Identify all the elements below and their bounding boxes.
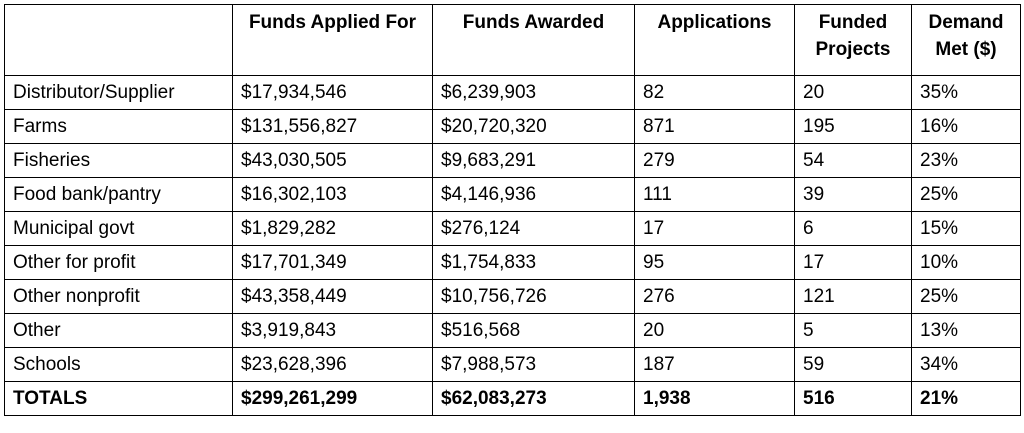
totals-cell-category: TOTALS: [4, 381, 233, 416]
cell-funds-applied-for: $43,030,505: [232, 143, 433, 178]
cell-funds-awarded: $10,756,726: [432, 279, 635, 314]
cell-category: Distributor/Supplier: [4, 75, 233, 110]
cell-applications: 17: [634, 211, 795, 246]
cell-funded-projects: 5: [794, 313, 912, 348]
cell-funds-applied-for: $17,701,349: [232, 245, 433, 280]
header-cell-funds-applied-for: Funds Applied For: [232, 4, 433, 76]
cell-category: Other: [4, 313, 233, 348]
cell-applications: 187: [634, 347, 795, 382]
cell-funded-projects: 195: [794, 109, 912, 144]
table-row: Municipal govt $1,829,282 $276,124 17 6 15%: [4, 211, 1021, 246]
cell-category: Farms: [4, 109, 233, 144]
cell-funds-awarded: $276,124: [432, 211, 635, 246]
table-row: Other for profit $17,701,349 $1,754,833 95 1…: [4, 245, 1021, 280]
cell-demand-met: 15%: [911, 211, 1021, 246]
cell-applications: 20: [634, 313, 795, 348]
cell-applications: 95: [634, 245, 795, 280]
cell-demand-met: 10%: [911, 245, 1021, 280]
header-cell-demand-met: Demand Met ($): [911, 4, 1021, 76]
cell-funds-applied-for: $17,934,546: [232, 75, 433, 110]
cell-demand-met: 16%: [911, 109, 1021, 144]
cell-applications: 279: [634, 143, 795, 178]
cell-applications: 276: [634, 279, 795, 314]
cell-applications: 82: [634, 75, 795, 110]
totals-cell-funds-awarded: $62,083,273: [432, 381, 635, 416]
header-cell-funded-projects: Funded Projects: [794, 4, 912, 76]
table-row: Schools $23,628,396 $7,988,573 187 59 34%: [4, 347, 1021, 382]
totals-cell-demand-met: 21%: [911, 381, 1021, 416]
cell-applications: 111: [634, 177, 795, 212]
totals-cell-funds-applied-for: $299,261,299: [232, 381, 433, 416]
cell-funded-projects: 6: [794, 211, 912, 246]
table-header: Funds Applied For Funds Awarded Applicat…: [4, 4, 1021, 76]
cell-funds-awarded: $516,568: [432, 313, 635, 348]
cell-category: Other nonprofit: [4, 279, 233, 314]
cell-demand-met: 25%: [911, 177, 1021, 212]
totals-cell-applications: 1,938: [634, 381, 795, 416]
cell-demand-met: 23%: [911, 143, 1021, 178]
header-cell-applications: Applications: [634, 4, 795, 76]
totals-cell-funded-projects: 516: [794, 381, 912, 416]
header-cell-category: [4, 4, 233, 76]
cell-funds-applied-for: $1,829,282: [232, 211, 433, 246]
cell-funds-awarded: $4,146,936: [432, 177, 635, 212]
cell-category: Fisheries: [4, 143, 233, 178]
cell-demand-met: 34%: [911, 347, 1021, 382]
table-row: Distributor/Supplier $17,934,546 $6,239,90…: [4, 75, 1021, 110]
cell-category: Municipal govt: [4, 211, 233, 246]
cell-funded-projects: 121: [794, 279, 912, 314]
cell-funds-awarded: $20,720,320: [432, 109, 635, 144]
cell-applications: 871: [634, 109, 795, 144]
table-container: Funds Applied For Funds Awarded Applicat…: [4, 4, 1021, 416]
cell-funded-projects: 39: [794, 177, 912, 212]
cell-funds-applied-for: $3,919,843: [232, 313, 433, 348]
cell-funds-awarded: $7,988,573: [432, 347, 635, 382]
cell-funds-awarded: $6,239,903: [432, 75, 635, 110]
cell-funds-applied-for: $43,358,449: [232, 279, 433, 314]
cell-funds-applied-for: $23,628,396: [232, 347, 433, 382]
cell-funds-applied-for: $131,556,827: [232, 109, 433, 144]
header-row: Funds Applied For Funds Awarded Applicat…: [4, 4, 1021, 76]
cell-funded-projects: 17: [794, 245, 912, 280]
table-row: Other nonprofit $43,358,449 $10,756,726 276…: [4, 279, 1021, 314]
cell-demand-met: 25%: [911, 279, 1021, 314]
cell-funded-projects: 20: [794, 75, 912, 110]
cell-funds-awarded: $9,683,291: [432, 143, 635, 178]
cell-funded-projects: 54: [794, 143, 912, 178]
header-cell-funds-awarded: Funds Awarded: [432, 4, 635, 76]
table-body: Distributor/Supplier $17,934,546 $6,239,90…: [4, 75, 1021, 416]
cell-category: Food bank/pantry: [4, 177, 233, 212]
table-row: Fisheries $43,030,505 $9,683,291 279 54 23%: [4, 143, 1021, 178]
cell-funds-awarded: $1,754,833: [432, 245, 635, 280]
table-row: Food bank/pantry $16,302,103 $4,146,936 111…: [4, 177, 1021, 212]
cell-funded-projects: 59: [794, 347, 912, 382]
cell-category: Other for profit: [4, 245, 233, 280]
totals-row: TOTALS $299,261,299 $62,083,273 1,938 516 21%: [4, 381, 1021, 416]
funding-table: Funds Applied For Funds Awarded Applicat…: [4, 4, 1021, 416]
cell-demand-met: 13%: [911, 313, 1021, 348]
cell-category: Schools: [4, 347, 233, 382]
cell-funds-applied-for: $16,302,103: [232, 177, 433, 212]
cell-demand-met: 35%: [911, 75, 1021, 110]
table-row: Farms $131,556,827 $20,720,320 871 195 16%: [4, 109, 1021, 144]
table-row: Other $3,919,843 $516,568 20 5 13%: [4, 313, 1021, 348]
